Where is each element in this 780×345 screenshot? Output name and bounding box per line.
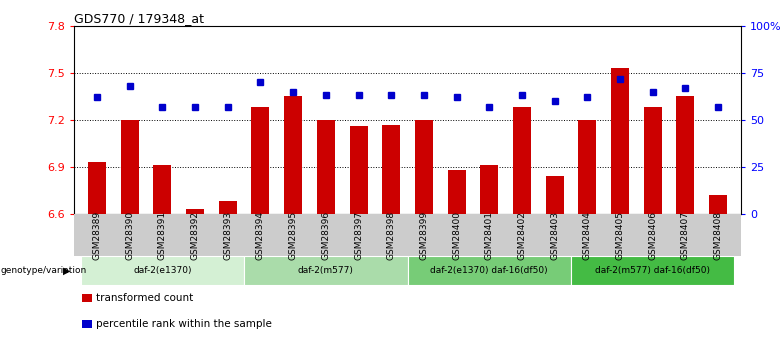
Text: GSM28398: GSM28398 bbox=[387, 210, 395, 260]
Text: GSM28392: GSM28392 bbox=[190, 210, 200, 260]
Text: GSM28407: GSM28407 bbox=[681, 210, 690, 260]
Bar bbox=[644, 107, 661, 214]
Bar bbox=[709, 195, 727, 214]
Text: GSM28405: GSM28405 bbox=[615, 210, 625, 260]
Text: daf-2(m577) daf-16(df50): daf-2(m577) daf-16(df50) bbox=[595, 266, 711, 275]
Bar bbox=[317, 120, 335, 214]
Text: GSM28397: GSM28397 bbox=[354, 210, 363, 260]
Bar bbox=[408, 256, 571, 285]
Bar bbox=[244, 256, 408, 285]
Text: genotype/variation: genotype/variation bbox=[1, 266, 87, 275]
Text: ▶: ▶ bbox=[62, 266, 70, 275]
Text: GSM28403: GSM28403 bbox=[550, 210, 559, 260]
Bar bbox=[546, 176, 564, 214]
Text: GSM28400: GSM28400 bbox=[452, 210, 461, 260]
Bar bbox=[74, 214, 741, 256]
Text: GSM28396: GSM28396 bbox=[321, 210, 330, 260]
Bar bbox=[448, 170, 466, 214]
Text: daf-2(e1370): daf-2(e1370) bbox=[133, 266, 192, 275]
Text: GSM28390: GSM28390 bbox=[125, 210, 134, 260]
Bar bbox=[218, 201, 237, 214]
Bar bbox=[251, 107, 269, 214]
Bar bbox=[415, 120, 433, 214]
Bar bbox=[571, 256, 735, 285]
Text: GSM28402: GSM28402 bbox=[517, 211, 526, 259]
Text: GSM28399: GSM28399 bbox=[420, 210, 428, 260]
Text: GDS770 / 179348_at: GDS770 / 179348_at bbox=[74, 12, 204, 25]
Text: daf-2(e1370) daf-16(df50): daf-2(e1370) daf-16(df50) bbox=[431, 266, 548, 275]
Bar bbox=[284, 96, 302, 214]
Bar bbox=[349, 126, 367, 214]
Bar bbox=[186, 209, 204, 214]
Bar bbox=[382, 125, 400, 214]
Bar bbox=[513, 107, 531, 214]
Text: GSM28406: GSM28406 bbox=[648, 210, 658, 260]
Text: GSM28389: GSM28389 bbox=[93, 210, 101, 260]
Text: GSM28394: GSM28394 bbox=[256, 210, 265, 260]
Bar bbox=[80, 256, 244, 285]
Text: transformed count: transformed count bbox=[96, 294, 193, 303]
Text: GSM28401: GSM28401 bbox=[485, 210, 494, 260]
Text: GSM28393: GSM28393 bbox=[223, 210, 232, 260]
Bar bbox=[611, 68, 629, 214]
Bar bbox=[88, 162, 106, 214]
Bar bbox=[121, 120, 139, 214]
Text: percentile rank within the sample: percentile rank within the sample bbox=[96, 319, 271, 329]
Text: GSM28404: GSM28404 bbox=[583, 211, 592, 259]
Text: daf-2(m577): daf-2(m577) bbox=[298, 266, 354, 275]
Bar bbox=[676, 96, 694, 214]
Text: GSM28408: GSM28408 bbox=[714, 210, 722, 260]
Text: GSM28391: GSM28391 bbox=[158, 210, 167, 260]
Bar bbox=[480, 165, 498, 214]
Bar bbox=[578, 120, 597, 214]
Bar bbox=[154, 165, 172, 214]
Text: GSM28395: GSM28395 bbox=[289, 210, 298, 260]
